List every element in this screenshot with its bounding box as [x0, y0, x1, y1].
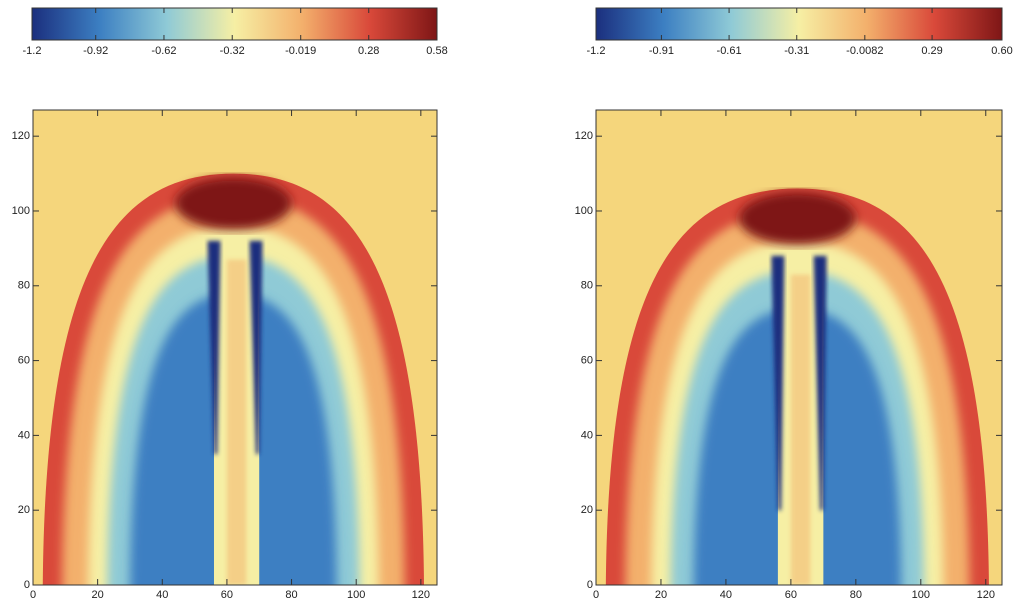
shear-layer — [207, 240, 221, 455]
y-tick-label: 40 — [581, 429, 593, 441]
x-tick-label: 60 — [785, 589, 797, 601]
y-tick-label: 80 — [581, 280, 593, 292]
x-tick-label: 100 — [912, 589, 930, 601]
x-tick-label: 0 — [593, 589, 599, 601]
y-tick-label: 60 — [18, 354, 30, 366]
heatmap-field — [33, 110, 437, 585]
colorbar-tick-label: 0.60 — [991, 45, 1012, 57]
y-tick-label: 20 — [581, 504, 593, 516]
colorbar-tick-label: 0.29 — [921, 45, 942, 57]
x-tick-label: 40 — [156, 589, 168, 601]
shear-layer — [813, 255, 827, 511]
x-tick-label: 120 — [412, 589, 430, 601]
y-tick-label: 120 — [12, 130, 30, 142]
heatmap-field — [596, 110, 1002, 585]
y-tick-label: 0 — [587, 579, 593, 591]
x-tick-label: 80 — [850, 589, 862, 601]
x-tick-label: 80 — [285, 589, 297, 601]
shear-layer — [771, 255, 785, 511]
x-tick-label: 60 — [221, 589, 233, 601]
y-tick-label: 0 — [24, 579, 30, 591]
y-tick-label: 100 — [575, 205, 593, 217]
y-tick-label: 120 — [575, 130, 593, 142]
colorbar-tick-label: 0.58 — [426, 45, 447, 57]
shear-layer — [249, 240, 263, 455]
colorbar-tick-label: -1.2 — [587, 45, 606, 57]
colorbar-tick-label: -0.92 — [83, 45, 108, 57]
y-tick-label: 60 — [581, 354, 593, 366]
colorbar — [595, 7, 1003, 41]
colorbar-tick-label: -0.91 — [649, 45, 674, 57]
x-tick-label: 40 — [720, 589, 732, 601]
y-tick-label: 80 — [18, 280, 30, 292]
y-tick-label: 20 — [18, 504, 30, 516]
x-tick-label: 120 — [977, 589, 995, 601]
colorbar-tick-label: -0.019 — [285, 45, 316, 57]
x-tick-label: 20 — [655, 589, 667, 601]
plot-frame — [595, 109, 1003, 586]
jet-core — [226, 259, 247, 585]
jet-core — [790, 274, 811, 585]
head-cap — [175, 177, 292, 230]
colorbar-tick-label: -0.61 — [717, 45, 742, 57]
x-tick-label: 100 — [347, 589, 365, 601]
y-tick-label: 100 — [12, 205, 30, 217]
colorbar — [31, 7, 438, 41]
plot-frame — [32, 109, 438, 586]
colorbar-tick-label: -0.62 — [151, 45, 176, 57]
colorbar-tick-label: -0.0082 — [846, 45, 883, 57]
colorbar-tick-label: -0.31 — [784, 45, 809, 57]
x-tick-label: 0 — [30, 589, 36, 601]
y-tick-label: 40 — [18, 429, 30, 441]
x-tick-label: 20 — [92, 589, 104, 601]
colorbar-tick-label: 0.28 — [358, 45, 379, 57]
head-cap — [738, 192, 856, 245]
colorbar-tick-label: -1.2 — [23, 45, 42, 57]
colorbar-tick-label: -0.32 — [220, 45, 245, 57]
